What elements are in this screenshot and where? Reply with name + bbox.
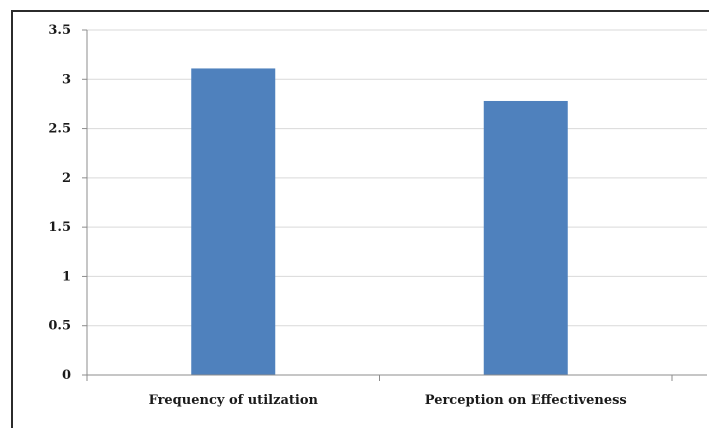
y-tick-label: 1.5 [48, 220, 71, 235]
x-category-label: Frequency of utilzation [149, 393, 319, 408]
y-tick-label: 0.5 [48, 319, 71, 334]
tick-labels: 0 0.5 1 1.5 2 2.5 3 3.5 Frequency of utilzation P… [48, 23, 626, 408]
y-tick-label: 3.5 [48, 23, 71, 38]
y-tick-label: 3 [62, 72, 71, 87]
bar [483, 100, 568, 375]
bars [191, 68, 568, 375]
y-tick-label: 2.5 [48, 122, 71, 137]
gridlines [87, 29, 707, 327]
y-tick-label: 2 [62, 171, 71, 186]
y-tick-label: 1 [62, 269, 71, 284]
y-tick-label: 0 [62, 368, 71, 383]
x-category-label: Perception on Effectiveness [425, 393, 627, 408]
axes [82, 29, 707, 381]
bar [191, 68, 276, 375]
